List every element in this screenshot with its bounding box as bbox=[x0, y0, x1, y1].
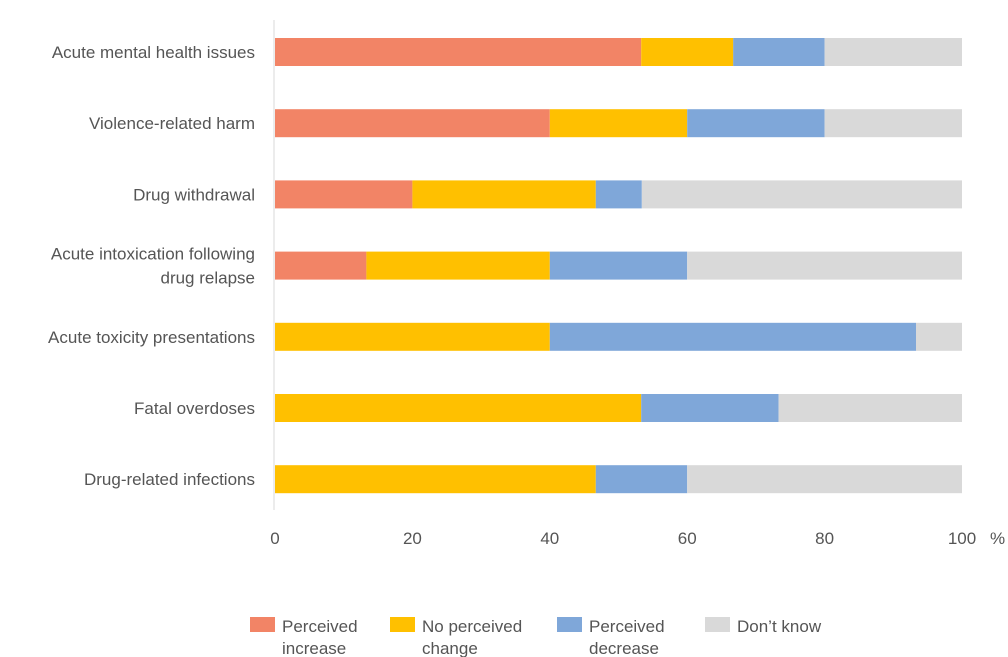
legend-swatch bbox=[390, 617, 415, 632]
bar-segment bbox=[549, 322, 916, 351]
bar-segment bbox=[549, 109, 688, 138]
legend-label: change bbox=[422, 639, 478, 657]
x-tick-label: 100 bbox=[948, 529, 976, 548]
legend-label: No perceived bbox=[422, 617, 522, 636]
legend-label: Don’t know bbox=[737, 617, 822, 636]
bar-segment bbox=[687, 465, 962, 494]
bar-segment bbox=[275, 251, 367, 280]
category-label: Drug-related infections bbox=[84, 470, 255, 489]
legend: Perceived increase No perceived change Perce… bbox=[250, 617, 822, 657]
x-axis-ticks: 0 20 40 60 80 100 bbox=[270, 529, 976, 548]
legend-label: increase bbox=[282, 639, 346, 657]
bar-segment bbox=[275, 180, 413, 209]
x-axis-unit-label: % bbox=[990, 529, 1005, 548]
bar-segment bbox=[687, 251, 962, 280]
bar-segment bbox=[275, 109, 550, 138]
bar-segment bbox=[275, 322, 550, 351]
category-label: Violence-related harm bbox=[89, 114, 255, 133]
category-label: Fatal overdoses bbox=[134, 399, 255, 418]
bar-segment bbox=[366, 251, 550, 280]
category-label: Drug withdrawal bbox=[133, 185, 255, 204]
bar-segment bbox=[412, 180, 596, 209]
bar-segment bbox=[275, 38, 642, 66]
bar-segment bbox=[641, 394, 779, 422]
bar-segment bbox=[733, 38, 825, 66]
bar-segment bbox=[275, 465, 596, 494]
bar-segment bbox=[641, 38, 734, 66]
category-label: Acute toxicity presentations bbox=[48, 328, 255, 347]
legend-label: Perceived bbox=[282, 617, 358, 636]
x-tick-label: 20 bbox=[403, 529, 422, 548]
category-label: drug relapse bbox=[160, 269, 255, 288]
x-tick-label: 0 bbox=[270, 529, 279, 548]
bar-segment bbox=[595, 465, 688, 494]
legend-label: decrease bbox=[589, 639, 659, 657]
category-label: Acute intoxication following bbox=[51, 245, 255, 264]
category-label: Acute mental health issues bbox=[52, 43, 255, 62]
bar-segment bbox=[687, 109, 825, 138]
x-tick-label: 60 bbox=[678, 529, 697, 548]
legend-swatch bbox=[705, 617, 730, 632]
bar-segment bbox=[824, 38, 962, 66]
bar-segment bbox=[595, 180, 642, 209]
bar-segment bbox=[916, 322, 962, 351]
bar-segment bbox=[824, 109, 962, 138]
legend-swatch bbox=[557, 617, 582, 632]
x-tick-label: 40 bbox=[540, 529, 559, 548]
bar-segment bbox=[778, 394, 962, 422]
legend-label: Perceived bbox=[589, 617, 665, 636]
bars-layer bbox=[275, 38, 962, 494]
legend-swatch bbox=[250, 617, 275, 632]
category-labels: Acute mental health issues Violence-relat… bbox=[48, 43, 255, 489]
bar-segment bbox=[549, 251, 688, 280]
bar-segment bbox=[641, 180, 962, 209]
x-tick-label: 80 bbox=[815, 529, 834, 548]
bar-segment bbox=[275, 394, 642, 422]
